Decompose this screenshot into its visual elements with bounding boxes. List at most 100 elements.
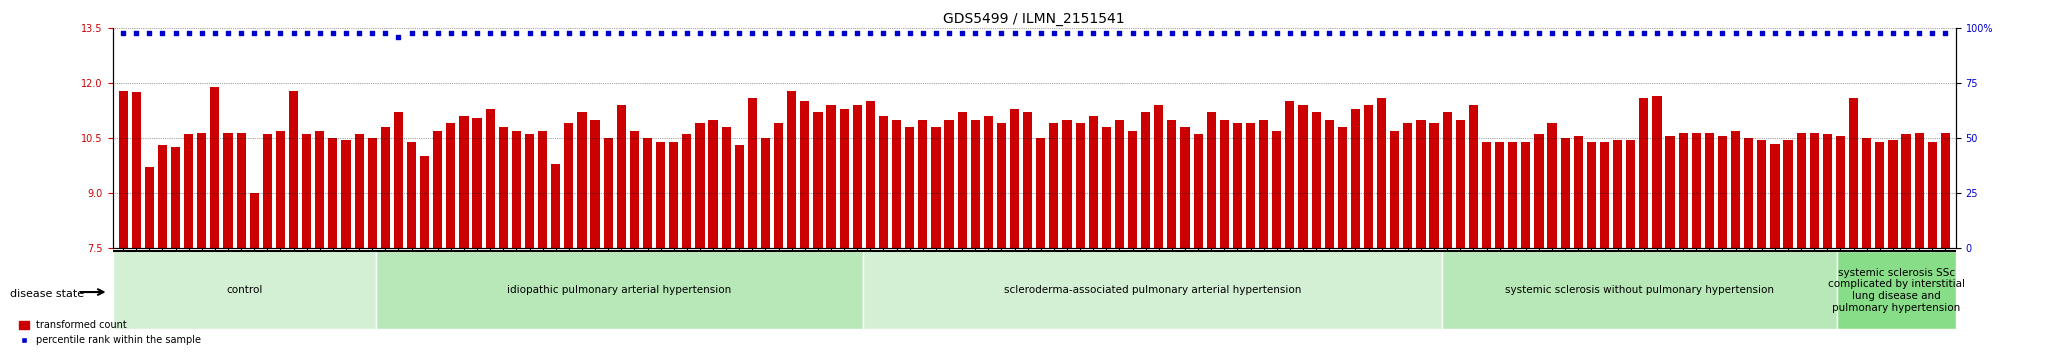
Bar xyxy=(1784,140,1792,248)
Point xyxy=(920,30,952,35)
Bar xyxy=(1311,113,1321,248)
Point xyxy=(1128,30,1161,35)
Bar xyxy=(289,91,299,248)
Point xyxy=(842,30,874,35)
Point xyxy=(514,30,547,35)
Bar xyxy=(236,133,246,248)
Point xyxy=(973,30,1006,35)
Bar xyxy=(1599,142,1610,248)
Point xyxy=(434,30,467,35)
Point xyxy=(1325,30,1358,35)
Bar xyxy=(1862,138,1872,248)
Point xyxy=(1012,30,1044,35)
Bar xyxy=(1679,133,1688,248)
Point xyxy=(696,30,729,35)
Bar xyxy=(539,131,547,248)
Bar xyxy=(1456,120,1464,248)
Bar xyxy=(1180,127,1190,248)
Point xyxy=(291,30,324,35)
Text: control: control xyxy=(225,285,262,295)
Text: scleroderma-associated pulmonary arterial hypertension: scleroderma-associated pulmonary arteria… xyxy=(1004,285,1300,295)
Bar xyxy=(1141,113,1151,248)
Bar xyxy=(1495,142,1503,248)
Point xyxy=(788,30,821,35)
Point xyxy=(735,30,768,35)
Point xyxy=(631,30,664,35)
Point xyxy=(1405,30,1438,35)
Point xyxy=(1745,30,1778,35)
Bar xyxy=(223,133,233,248)
Bar xyxy=(1442,113,1452,248)
Bar xyxy=(801,102,809,248)
Point xyxy=(422,30,455,35)
Bar xyxy=(1430,124,1438,248)
Point xyxy=(1718,30,1751,35)
Point xyxy=(1903,30,1935,35)
Point xyxy=(815,30,848,35)
Point xyxy=(1587,30,1620,35)
Point xyxy=(1391,30,1423,35)
Point xyxy=(106,30,139,35)
Bar xyxy=(1561,138,1569,248)
Point xyxy=(133,30,166,35)
Bar xyxy=(1391,131,1399,248)
Point xyxy=(1575,30,1608,35)
Point xyxy=(1221,30,1253,35)
Bar xyxy=(1626,140,1634,248)
Point xyxy=(369,30,401,35)
Point xyxy=(526,30,559,35)
Bar xyxy=(1272,131,1282,248)
Bar xyxy=(1075,124,1085,248)
Bar xyxy=(604,138,612,248)
Point xyxy=(1784,30,1817,35)
Bar xyxy=(1614,140,1622,248)
Bar xyxy=(1573,136,1583,248)
Bar xyxy=(1364,105,1372,248)
Bar xyxy=(1731,131,1741,248)
Bar xyxy=(170,147,180,248)
Bar xyxy=(1638,98,1649,248)
Point xyxy=(1313,30,1346,35)
Point xyxy=(1077,30,1110,35)
Point xyxy=(1300,30,1333,35)
Bar xyxy=(1194,135,1202,248)
Bar xyxy=(131,92,141,248)
Text: disease state: disease state xyxy=(10,289,84,299)
Bar xyxy=(315,131,324,248)
Bar xyxy=(500,127,508,248)
Bar xyxy=(328,138,338,248)
Point xyxy=(1116,30,1149,35)
Point xyxy=(1653,30,1686,35)
Point xyxy=(1090,30,1122,35)
Bar xyxy=(1155,105,1163,248)
Text: idiopathic pulmonary arterial hypertension: idiopathic pulmonary arterial hypertensi… xyxy=(508,285,731,295)
Bar xyxy=(735,145,743,248)
Point xyxy=(1038,30,1071,35)
Bar xyxy=(905,127,913,248)
Point xyxy=(1155,30,1188,35)
Bar xyxy=(971,120,979,248)
Point xyxy=(383,34,416,40)
Point xyxy=(121,30,154,35)
Point xyxy=(801,30,834,35)
Bar xyxy=(1810,133,1819,248)
Point xyxy=(1759,30,1792,35)
Bar xyxy=(1325,120,1333,248)
Point xyxy=(356,30,389,35)
Bar xyxy=(1835,136,1845,248)
Point xyxy=(1602,30,1634,35)
Bar xyxy=(524,135,535,248)
Bar xyxy=(813,113,823,248)
Bar xyxy=(827,105,836,248)
FancyBboxPatch shape xyxy=(1837,251,1956,329)
Point xyxy=(1614,30,1647,35)
Point xyxy=(1733,30,1765,35)
Point xyxy=(1679,30,1712,35)
Point xyxy=(276,30,309,35)
Point xyxy=(1339,30,1372,35)
Point xyxy=(1849,30,1882,35)
Bar xyxy=(1534,135,1544,248)
Bar xyxy=(1286,102,1294,248)
Bar xyxy=(420,156,430,248)
Point xyxy=(1798,30,1831,35)
